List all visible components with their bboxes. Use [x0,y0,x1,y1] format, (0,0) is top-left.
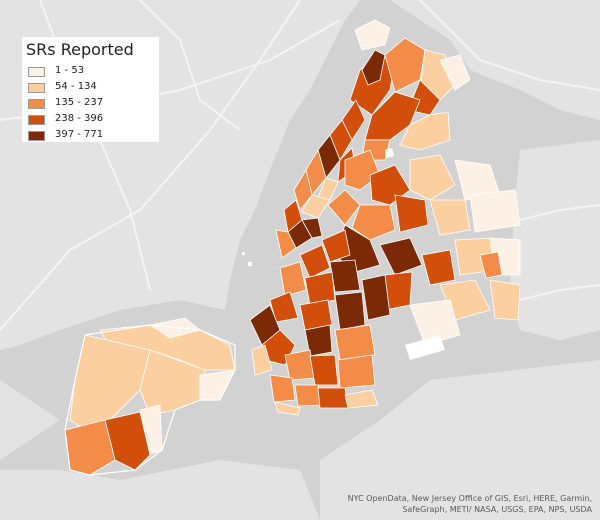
legend-label: 135 - 237 [55,97,104,108]
borough-outlines [64,324,236,476]
region-manhattan-fidi [275,229,297,259]
sw-jersey-land [0,380,60,460]
region-brooklyn-coney-island [274,401,301,416]
region-brooklyn-bensonhurst [269,374,296,403]
region-brooklyn-manhattan-beach [344,389,379,409]
region-queens-rosedale [479,251,503,279]
legend-label: 54 - 134 [55,81,97,92]
island-gov [248,262,252,266]
region-brooklyn-east-ny [361,274,391,321]
outline-staten-island [64,324,236,476]
region-queens-laurelton [489,279,521,321]
region-brooklyn-williamsburg [299,244,331,279]
island-rikers [385,148,394,158]
region-bronx-riverdale [354,19,391,51]
island-liberty [242,252,245,255]
region-brooklyn-sheepshead [317,387,349,409]
region-bronx-center [384,37,426,93]
region-queens-elmhurst [351,204,396,241]
legend-label: 238 - 396 [55,113,104,124]
map-attribution: NYC OpenData, New Jersey Office of GIS, … [347,494,592,514]
legend-swatch [28,67,45,77]
region-queens-jfk [409,299,461,346]
map-legend: SRs Reported 1 - 53 54 - 134 135 - 237 2… [22,37,159,142]
westchester-land [390,0,600,120]
road-ny-thruway [419,0,600,91]
region-bronx-pelham [439,54,471,91]
region-brooklyn-gravesend [294,384,321,407]
region-queens-woodhaven [379,237,423,276]
region-bronx-se [399,111,451,151]
road-i287 [139,0,241,131]
choropleth-regions[interactable] [64,19,521,476]
se-land [320,360,600,520]
region-brooklyn-flatbush [304,324,333,357]
region-queens-little-neck [469,189,521,233]
road-southern [519,284,600,301]
region-manhattan-les [301,217,323,239]
legend-swatch [28,115,45,125]
region-brooklyn-bed-stuy [304,271,336,306]
road-turnpike [0,0,301,331]
long-island-land [510,140,600,340]
region-brooklyn-bushwick [329,259,361,293]
road-li-expressway [519,204,600,221]
legend-title: SRs Reported [26,40,134,59]
region-queens-rego-park [394,194,429,233]
region-brooklyn-crown-heights [299,299,333,331]
legend-swatch [28,131,45,141]
region-brooklyn-flatlands [337,354,376,389]
region-queens-jamaica [421,249,456,286]
legend-swatch [28,83,45,93]
region-brooklyn-midwood [309,354,339,386]
region-brooklyn-bay-ridge [251,344,273,376]
region-bronx-north [361,49,386,86]
region-brooklyn-brownsville [334,291,366,331]
legend-label: 397 - 771 [55,129,104,140]
island-broad-channel [405,335,445,360]
region-queens-flushing [409,154,456,201]
region-brooklyn-borough-park [284,349,316,381]
legend-label: 1 - 53 [55,65,85,76]
region-queens-fresh-meadows [429,199,471,236]
islands [242,148,445,360]
region-brooklyn-greenpoint [321,229,351,263]
legend-swatch [28,99,45,109]
s-land [0,460,320,520]
region-brooklyn-downtown [279,261,307,297]
region-brooklyn-canarsie [334,324,376,361]
